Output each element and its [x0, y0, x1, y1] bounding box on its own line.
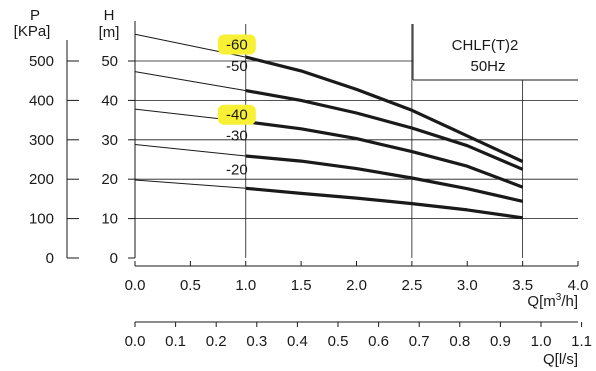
- flow-ls-tick-label: 0.2: [206, 333, 227, 350]
- curve-label: -50: [226, 58, 248, 75]
- flow-m3h-tick-label: 2.5: [401, 277, 422, 294]
- pressure-tick-label: 500: [29, 53, 54, 70]
- curve-label: -30: [226, 128, 248, 145]
- pressure-axis-unit: [KPa]: [14, 23, 51, 40]
- curve-30-line: [245, 154, 523, 203]
- head-tick-label: 40: [101, 92, 118, 109]
- head-tick-label: 20: [101, 171, 118, 188]
- curve-label-highlight: [217, 34, 256, 55]
- head-axis-letter: H: [104, 7, 115, 24]
- flow-ls-tick-label: 0.9: [490, 333, 511, 350]
- head-axis-unit: [m]: [99, 24, 120, 41]
- head-tick-label: 10: [101, 211, 118, 228]
- curve-label-highlight: [217, 104, 256, 125]
- pressure-tick-label: 0: [46, 250, 54, 267]
- flow-ls-tick-label: 1.0: [531, 333, 552, 350]
- flow-ls-tick-label: 0.1: [165, 333, 186, 350]
- performance-curves: -60 -50 -40 -30 -20: [134, 33, 524, 220]
- flow-m3h-tick-label: 3.5: [512, 277, 533, 294]
- curve-60-line: [245, 55, 524, 163]
- model-box: [413, 24, 578, 80]
- curve-50-extension: [134, 71, 246, 92]
- flow-ls-tick-label: 0.0: [125, 333, 146, 350]
- flow-m3h-tick-label: 2.0: [346, 277, 367, 294]
- flow-ls-tick-label: 0.5: [328, 333, 349, 350]
- flow-ls-tick-label: 0.7: [409, 333, 430, 350]
- flow-m3h-tick-label: 0.0: [125, 277, 146, 294]
- pressure-tick-label: 200: [29, 171, 54, 188]
- flow-m3h-tick-label: 3.0: [457, 277, 478, 294]
- flow-m3h-tick-label: 1.5: [291, 277, 312, 294]
- pressure-tick-label: 400: [29, 92, 54, 109]
- curve-label: -40: [226, 107, 248, 124]
- pressure-tick-label: 300: [29, 132, 54, 149]
- curve-label: -60: [226, 36, 248, 53]
- curve-50-line: [245, 89, 524, 171]
- flow-ls-tick-label: 0.8: [449, 333, 470, 350]
- curve-20-line: [245, 186, 523, 220]
- flow-m3h-tick-label: 1.0: [235, 277, 256, 294]
- pressure-axis-letter: P: [30, 7, 40, 24]
- flow-m3h-tick-label: 0.5: [180, 277, 201, 294]
- flow-ls-tick-label: 0.4: [287, 333, 308, 350]
- flow-m3h-axis-label: Q[m3/h]: [527, 292, 578, 310]
- head-tick-label: 0: [110, 250, 118, 267]
- curve-label: -20: [226, 162, 248, 179]
- frequency-label: 50Hz: [470, 58, 505, 75]
- head-tick-label: 30: [101, 132, 118, 149]
- flow-ls-tick-label: 0.3: [246, 333, 267, 350]
- head-tick-label: 50: [101, 53, 118, 70]
- flow-ls-tick-label: 0.6: [368, 333, 389, 350]
- flow-ls-tick-label: 1.1: [571, 333, 592, 350]
- curve-20-extension: [134, 179, 246, 189]
- curve-30-extension: [134, 144, 246, 157]
- pressure-tick-label: 100: [29, 211, 54, 228]
- curve-40-line: [245, 120, 524, 189]
- model-name: CHLF(T)2: [452, 37, 519, 54]
- flow-m3h-tick-label: 4.0: [568, 277, 589, 294]
- flow-ls-axis-label: Q[l/s]: [543, 351, 578, 368]
